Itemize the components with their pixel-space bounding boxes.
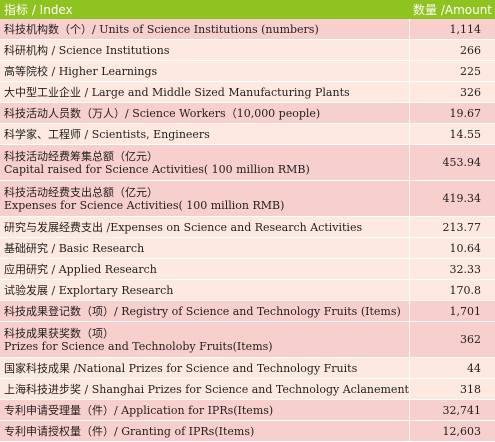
index-column-header: 指标 / Index [0,0,409,19]
row-label-line-2: Prizes for Science and Technoloby Fruits… [4,339,273,353]
table-row: 科技活动人员数（万人）/ Science Workers（10,000 peop… [0,103,495,124]
row-value: 225 [409,61,495,82]
table-row: 应用研究 / Applied Research 32.33 [0,259,495,280]
table-row: 国家科技成果 /National Prizes for Science and … [0,358,495,379]
table-row: 科技成果登记数（项）/ Registry of Science and Tech… [0,301,495,322]
row-label-line-2: Expenses for Science Activities( 100 mil… [4,198,285,212]
row-label-line: 试验发展 / Explortary Research [4,283,174,297]
row-label-line: 专利申请受理量（件）/ Application for IPRs(Items) [4,403,274,417]
row-label-line: 研究与发展经费支出 /Expenses on Science and Resea… [4,220,363,234]
table-row: 研究与发展经费支出 /Expenses on Science and Resea… [0,217,495,238]
row-label: 大中型工业企业 / Large and Middle Sized Manufac… [0,82,409,103]
row-label-line: 科技成果获奖数（项） [4,326,114,340]
row-value: 170.8 [409,280,495,301]
row-label-line: 大中型工业企业 / Large and Middle Sized Manufac… [4,85,350,99]
row-label: 科技活动经费支出总额（亿元） Expenses for Science Acti… [0,181,409,217]
row-value: 10.64 [409,238,495,259]
row-label-line: 科技机构数（个）/ Units of Science Institutions … [4,22,319,36]
row-label-line: 科研机构 / Science Institutions [4,43,170,57]
amount-column-header: 数量 /Amount [409,0,495,19]
row-label-line: 国家科技成果 /National Prizes for Science and … [4,361,358,375]
row-value: 326 [409,82,495,103]
table-header-row: 指标 / Index 数量 /Amount [0,0,495,19]
row-label-line: 科技成果登记数（项）/ Registry of Science and Tech… [4,304,401,318]
row-label-line: 应用研究 / Applied Research [4,262,157,276]
row-value: 1,114 [409,19,495,40]
row-label: 专利申请授权量（件）/ Granting of IPRs(Items) [0,421,409,442]
row-label: 科技机构数（个）/ Units of Science Institutions … [0,19,409,40]
row-value: 19.67 [409,103,495,124]
table-row: 科研机构 / Science Institutions 266 [0,40,495,61]
table-row: 专利申请受理量（件）/ Application for IPRs(Items) … [0,400,495,421]
row-value: 14.55 [409,124,495,145]
table-row: 科学家、工程师 / Scientists, Engineers 14.55 [0,124,495,145]
row-value: 32.33 [409,259,495,280]
row-value: 12,603 [409,421,495,442]
row-label-line: 上海科技进步奖 / Shanghai Prizes for Science an… [4,382,409,396]
row-value: 1,701 [409,301,495,322]
row-label-line-2: Capital raised for Science Activities( 1… [4,162,310,176]
row-value: 362 [409,322,495,358]
table-row: 基础研究 / Basic Research 10.64 [0,238,495,259]
row-label-line: 科技活动经费支出总额（亿元） [4,185,158,199]
row-value: 44 [409,358,495,379]
row-label: 国家科技成果 /National Prizes for Science and … [0,358,409,379]
row-label: 专利申请受理量（件）/ Application for IPRs(Items) [0,400,409,421]
row-label: 试验发展 / Explortary Research [0,280,409,301]
row-label-line: 高等院校 / Higher Learnings [4,64,158,78]
row-value: 453.94 [409,145,495,181]
row-label: 应用研究 / Applied Research [0,259,409,280]
row-label: 科技成果获奖数（项） Prizes for Science and Techno… [0,322,409,358]
row-label: 科技活动人员数（万人）/ Science Workers（10,000 peop… [0,103,409,124]
row-label-line: 基础研究 / Basic Research [4,241,145,255]
row-value: 266 [409,40,495,61]
row-value: 318 [409,379,495,400]
row-label: 高等院校 / Higher Learnings [0,61,409,82]
table-row: 大中型工业企业 / Large and Middle Sized Manufac… [0,82,495,103]
table-row: 科技活动经费筹集总额（亿元） Capital raised for Scienc… [0,145,495,181]
table-row: 上海科技进步奖 / Shanghai Prizes for Science an… [0,379,495,400]
row-label: 科技活动经费筹集总额（亿元） Capital raised for Scienc… [0,145,409,181]
table-row: 高等院校 / Higher Learnings 225 [0,61,495,82]
row-label: 科技成果登记数（项）/ Registry of Science and Tech… [0,301,409,322]
table-row: 科技机构数（个）/ Units of Science Institutions … [0,19,495,40]
row-value: 32,741 [409,400,495,421]
row-label: 科研机构 / Science Institutions [0,40,409,61]
table-body: 科技机构数（个）/ Units of Science Institutions … [0,19,495,442]
row-label-line: 科技活动经费筹集总额（亿元） [4,149,158,163]
table-row: 试验发展 / Explortary Research 170.8 [0,280,495,301]
row-value: 419.34 [409,181,495,217]
row-label: 科学家、工程师 / Scientists, Engineers [0,124,409,145]
row-label-line: 科技活动人员数（万人）/ Science Workers（10,000 peop… [4,106,321,120]
table-row: 科技成果获奖数（项） Prizes for Science and Techno… [0,322,495,358]
row-label-line: 科学家、工程师 / Scientists, Engineers [4,127,210,141]
row-value: 213.77 [409,217,495,238]
row-label-line: 专利申请授权量（件）/ Granting of IPRs(Items) [4,424,255,438]
table-row: 科技活动经费支出总额（亿元） Expenses for Science Acti… [0,181,495,217]
table-row: 专利申请授权量（件）/ Granting of IPRs(Items) 12,6… [0,421,495,442]
row-label: 基础研究 / Basic Research [0,238,409,259]
row-label: 研究与发展经费支出 /Expenses on Science and Resea… [0,217,409,238]
row-label: 上海科技进步奖 / Shanghai Prizes for Science an… [0,379,409,400]
